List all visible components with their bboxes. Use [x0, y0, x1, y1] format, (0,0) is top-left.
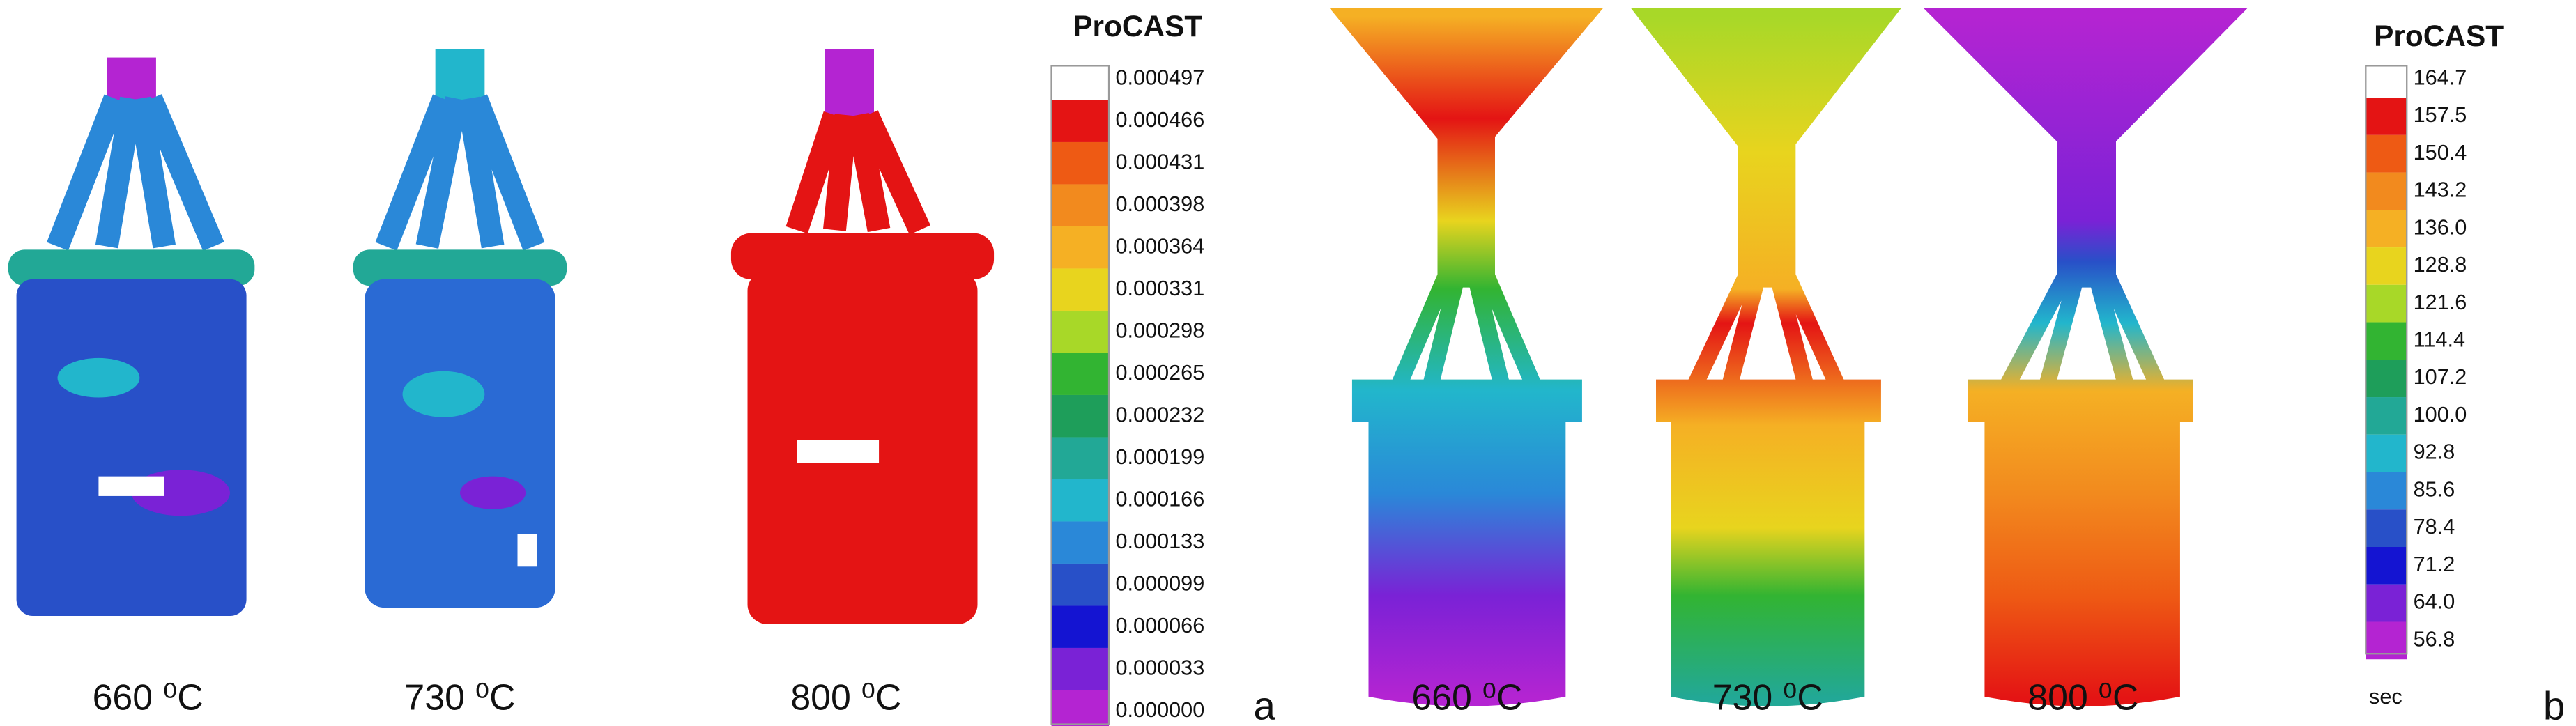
- legend-label: 128.8: [2414, 253, 2467, 277]
- legend-label: 0.000166: [1116, 487, 1205, 511]
- legend-label: 64.0: [2414, 590, 2455, 614]
- legend-swatch: [1051, 479, 1110, 522]
- casting-a1: [8, 57, 255, 616]
- legend-label: 0.000033: [1116, 656, 1205, 679]
- legend-swatch: [1051, 647, 1110, 690]
- legend-label: 143.2: [2414, 178, 2467, 202]
- legend-swatch: [1051, 268, 1110, 311]
- legend-label: 114.4: [2414, 328, 2465, 352]
- legend-swatch: [1051, 141, 1110, 185]
- legend-swatch: [2366, 360, 2407, 398]
- legend-swatch: [1051, 437, 1110, 479]
- legend-label: 85.6: [2414, 477, 2455, 501]
- legend-swatch: [1051, 563, 1110, 606]
- legend-label: 0.000000: [1116, 698, 1205, 722]
- legend-swatch: [1051, 353, 1110, 395]
- legend-swatch: [2366, 509, 2407, 547]
- sample-label: 730 ⁰C: [1712, 677, 1823, 717]
- legend-label: 78.4: [2414, 515, 2455, 539]
- legend-swatch: [1051, 394, 1110, 438]
- legend-label: 92.8: [2414, 440, 2455, 464]
- legend-label: 0.000133: [1116, 530, 1205, 553]
- legend-swatch: [1051, 100, 1110, 142]
- legend-label: 56.8: [2414, 627, 2455, 651]
- legend-label: 0.000331: [1116, 277, 1205, 300]
- legend-label: 0.000099: [1116, 571, 1205, 595]
- legend-label: 164.7: [2414, 65, 2467, 89]
- legend-title: ProCAST: [1073, 10, 1202, 43]
- legend-title: ProCAST: [2374, 20, 2504, 52]
- legend-label: 0.000232: [1116, 403, 1205, 426]
- casting-b1: [1329, 8, 1603, 706]
- legend-swatch: [1051, 690, 1110, 726]
- legend-label: 136.0: [2414, 215, 2467, 239]
- legend-unit: sec: [2369, 685, 2402, 709]
- legend-swatch: [2366, 134, 2407, 173]
- legend-swatch: [2366, 284, 2407, 323]
- legend-swatch: [2366, 98, 2407, 135]
- legend-label: 0.000431: [1116, 150, 1205, 173]
- legend-label: 0.000466: [1116, 108, 1205, 132]
- legend-label: 0.000398: [1116, 192, 1205, 216]
- legend-label: 0.000497: [1116, 65, 1205, 89]
- legend-swatch: [2366, 472, 2407, 510]
- legend-swatch: [2366, 322, 2407, 360]
- legend-swatch: [1051, 521, 1110, 564]
- casting-b3: [1924, 8, 2248, 706]
- panel-label: a: [1253, 683, 1275, 726]
- sample-label: 660 ⁰C: [93, 677, 204, 717]
- legend-swatch: [2366, 434, 2407, 472]
- legend-swatch: [2366, 247, 2407, 285]
- legend-frame: [1050, 65, 1110, 725]
- panel-label: b: [2543, 683, 2565, 726]
- legend-swatch: [1051, 184, 1110, 226]
- legend-label: 0.000298: [1116, 318, 1205, 342]
- legend-label: 71.2: [2414, 553, 2455, 576]
- legend-label: 107.2: [2414, 365, 2467, 389]
- legend-label: 150.4: [2414, 141, 2467, 164]
- legend-label: 0.000199: [1116, 445, 1205, 469]
- sample-label: 800 ⁰C: [790, 677, 901, 717]
- legend-label: 0.000364: [1116, 234, 1205, 258]
- legend-swatch: [2366, 210, 2407, 248]
- legend-swatch: [2366, 397, 2407, 435]
- legend-label: 121.6: [2414, 291, 2467, 314]
- legend-swatch: [1051, 605, 1110, 648]
- legend-label: 0.000066: [1116, 614, 1205, 638]
- legend-swatch: [1051, 226, 1110, 269]
- casting-a2: [353, 49, 567, 608]
- legend-swatch: [1051, 310, 1110, 353]
- sample-label: 730 ⁰C: [404, 677, 515, 717]
- legend-swatch: [2366, 172, 2407, 210]
- legend-frame: [2365, 65, 2408, 655]
- legend-label: 0.000265: [1116, 361, 1205, 385]
- sample-label: 800 ⁰C: [2027, 677, 2138, 717]
- casting-b2: [1631, 8, 1901, 706]
- legend-label: 100.0: [2414, 403, 2467, 426]
- legend-label: 157.5: [2414, 103, 2467, 127]
- sample-label: 660 ⁰C: [1411, 677, 1522, 717]
- casting-a3: [730, 49, 995, 624]
- legend-swatch: [2366, 584, 2407, 622]
- legend-swatch: [2366, 547, 2407, 585]
